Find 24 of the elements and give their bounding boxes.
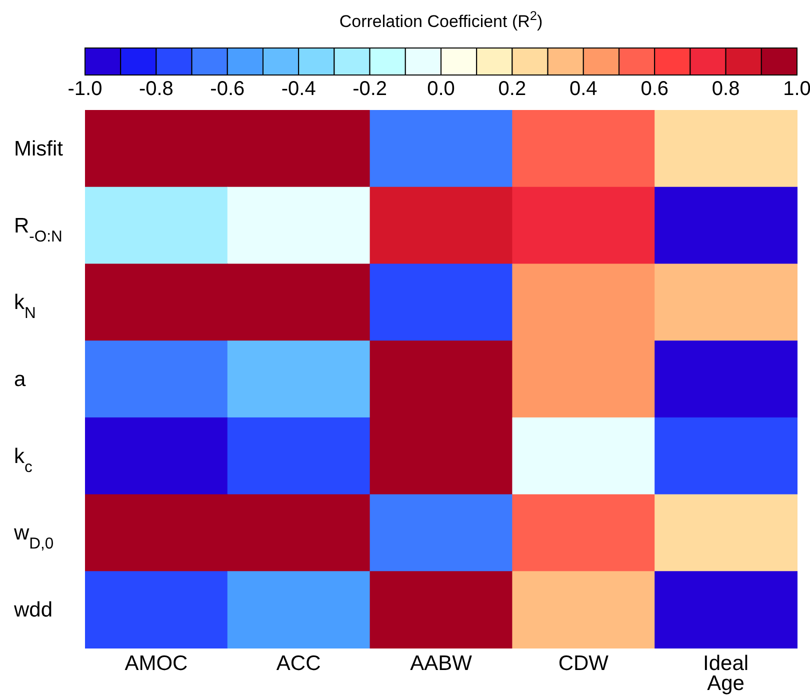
y-tick-label: Misfit [14, 137, 64, 160]
x-tick-label: Ideal Age [703, 652, 749, 695]
color-bar-label: -0.4 [281, 78, 316, 100]
y-tick-label: w$_{D,0}$ [13, 522, 54, 552]
x-tick-label: AABW [410, 652, 472, 675]
color-bar-label: 0.4 [569, 78, 598, 100]
y-tick-label: k$_{N}$ [14, 291, 36, 322]
color-bar-label: 0.6 [640, 78, 669, 100]
color-bar-label: -0.2 [352, 78, 388, 100]
color-bar-title: Correlation Coefficient (R$^{2}$) [339, 8, 543, 31]
x-tick-label: AMOC [124, 652, 188, 675]
color-bar-label: 0.8 [712, 78, 740, 100]
color-bar-label: -0.8 [138, 78, 174, 100]
color-bar-label: 1.0 [783, 78, 810, 100]
y-tick-label: R$_{-O:N}$ [14, 214, 62, 245]
x-tick-label: CDW [558, 652, 609, 675]
y-tick-label: k$_{c}$ [14, 444, 32, 476]
y-tick-label: a [14, 368, 26, 391]
color-bar-label: 0.2 [498, 78, 526, 100]
y-tick-label: wdd [13, 598, 53, 622]
color-bar-label: -1.0 [68, 78, 102, 100]
color-bar-label: 0.0 [427, 78, 455, 100]
x-tick-label: ACC [276, 652, 321, 675]
color-bar-label: -0.6 [210, 78, 245, 100]
